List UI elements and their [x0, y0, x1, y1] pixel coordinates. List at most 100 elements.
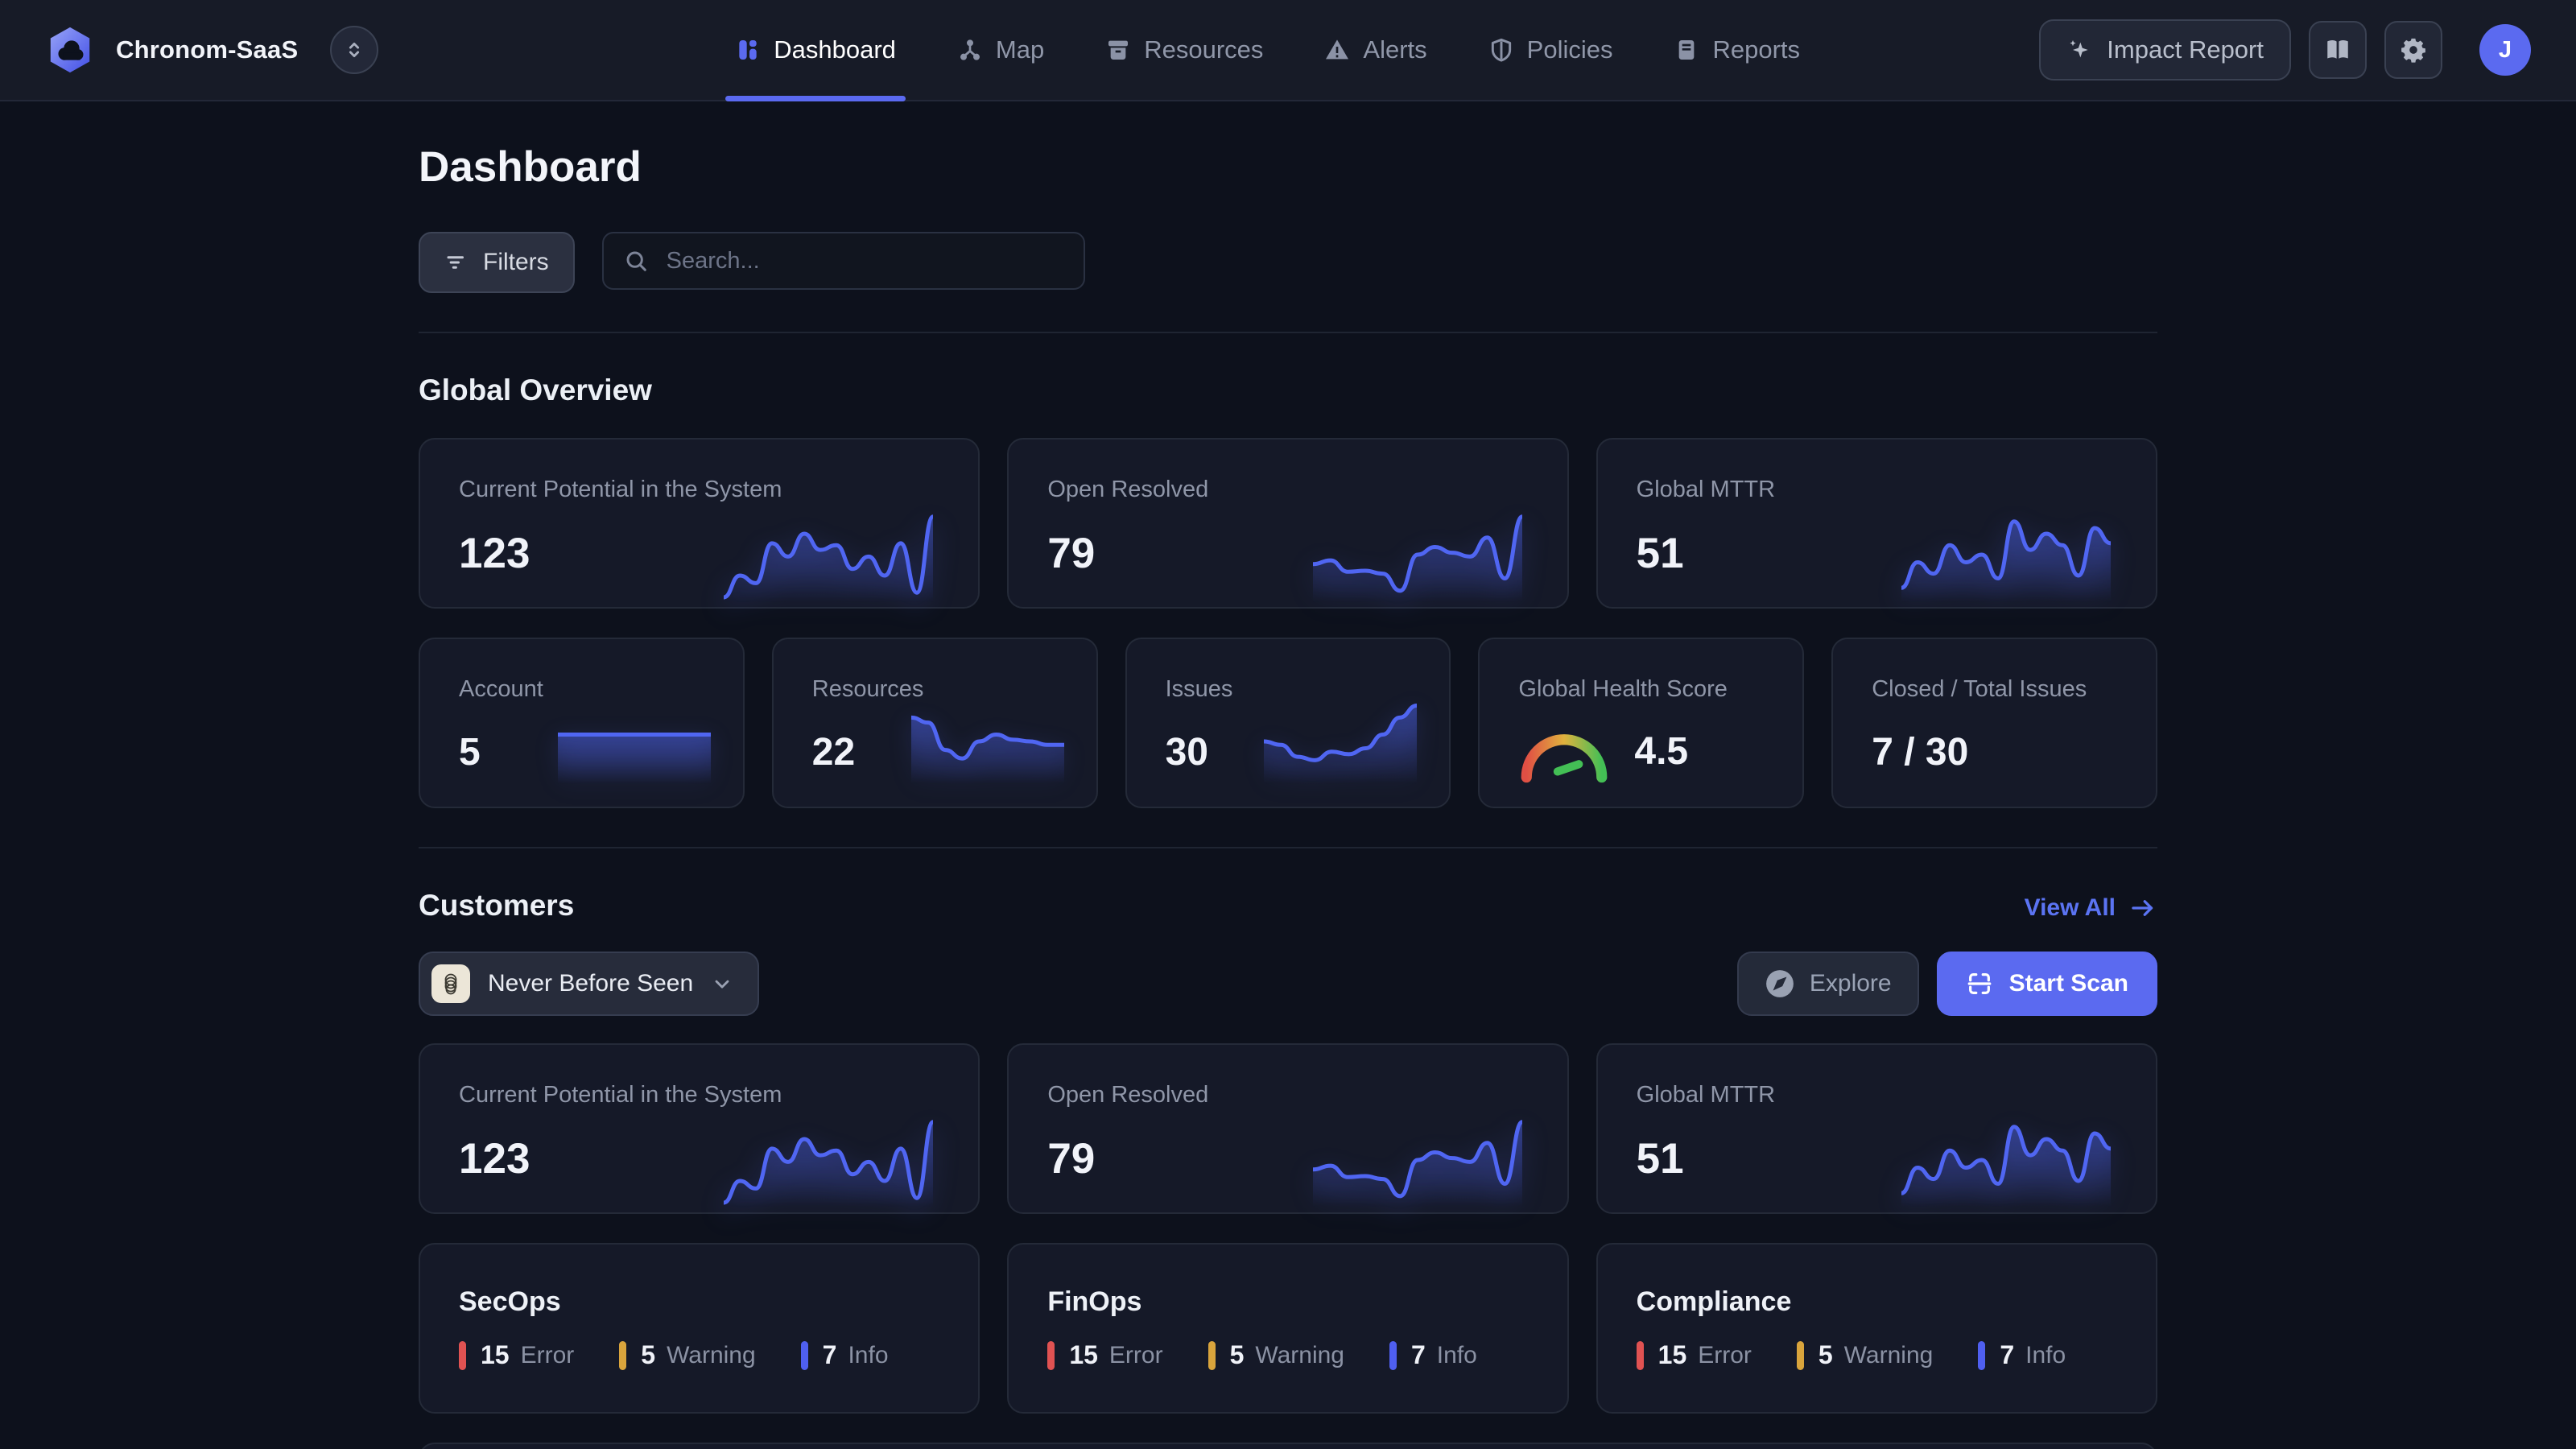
severity-count: 7 [2000, 1340, 2015, 1369]
explore-button[interactable]: Explore [1736, 952, 1919, 1016]
section-title-global-overview: Global Overview [419, 374, 652, 407]
severity-bar [1208, 1340, 1216, 1370]
card-value: 79 [1047, 1135, 1096, 1183]
stat-card-closed-total-issues[interactable]: Closed / Total Issues 7 / 30 [1831, 638, 2157, 808]
chevron-down-icon [715, 980, 729, 989]
metric-card-global-mttr[interactable]: Global MTTR 51 [1596, 438, 2157, 609]
service-card-compliance[interactable]: Compliance 15 Error 5 Warning 7 [1596, 1243, 2157, 1414]
filters-button[interactable]: Filters [419, 232, 575, 293]
customer-logo-icon [431, 964, 470, 1003]
stat-card-issues[interactable]: Issues 30 [1125, 638, 1451, 808]
workspace-switcher-button[interactable] [330, 26, 379, 74]
severity-count: 5 [1229, 1340, 1245, 1369]
explore-label: Explore [1809, 970, 1892, 997]
report-document-icon [1674, 37, 1699, 63]
card-value: 30 [1165, 731, 1208, 774]
stat-card-global-health-score[interactable]: Global Health Score 4.5 [1478, 638, 1805, 808]
nav-label: Alerts [1363, 35, 1427, 64]
scan-icon [1966, 970, 1993, 997]
card-value: 51 [1636, 1135, 1684, 1183]
service-card-finops[interactable]: FinOps 15 Error 5 Warning 7 [1007, 1243, 1569, 1414]
severity-info: 7 Info [800, 1340, 889, 1370]
severity-bar [459, 1340, 466, 1370]
map-icon [957, 37, 983, 63]
open-book-icon [2324, 36, 2351, 64]
nav-tab-dashboard[interactable]: Dashboard [725, 0, 906, 101]
nav-tab-map[interactable]: Map [952, 0, 1049, 100]
overview-stat-grid: Account 5 Resources 22 Issues 30 Global … [419, 638, 2157, 808]
nav-tab-reports[interactable]: Reports [1669, 0, 1805, 100]
severity-bar [619, 1340, 627, 1370]
impact-report-label: Impact Report [2107, 35, 2264, 64]
nav-tab-alerts[interactable]: Alerts [1319, 0, 1431, 100]
card-label: Current Potential in the System [459, 477, 782, 502]
severity-label: Warning [667, 1341, 756, 1368]
stat-card-account[interactable]: Account 5 [419, 638, 745, 808]
card-label: Closed / Total Issues [1872, 676, 2087, 702]
nav-tab-resources[interactable]: Resources [1100, 0, 1268, 100]
start-scan-button[interactable]: Start Scan [1936, 952, 2157, 1016]
sparkline-chart [724, 507, 934, 602]
card-label: Open Resolved [1047, 477, 1209, 502]
health-score-gauge: 4.5 [1515, 718, 1688, 784]
filters-label: Filters [483, 249, 549, 275]
dashboard-icon [735, 37, 761, 63]
card-value: 5 [459, 731, 481, 774]
card-value: 4.5 [1634, 729, 1689, 773]
impact-report-button[interactable]: Impact Report [2039, 19, 2291, 80]
severity-label: Warning [1255, 1341, 1344, 1368]
card-label: Current Potential in the System [459, 1082, 782, 1108]
card-label: Issues [1165, 676, 1233, 702]
card-value: 51 [1636, 530, 1684, 577]
sparkline-chart [1901, 1113, 2111, 1208]
severity-row: 15 Error 5 Warning 7 Info [1047, 1340, 1477, 1370]
card-value: 123 [459, 1135, 530, 1183]
severity-count: 5 [641, 1340, 656, 1369]
metric-card-open-resolved[interactable]: Open Resolved 79 [1007, 1043, 1569, 1214]
severity-error: 15 Error [1636, 1340, 1752, 1370]
service-cards-grid: SecOps 15 Error 5 Warning 7 [419, 1243, 2157, 1414]
brand-name: Chronom-SaaS [116, 35, 299, 64]
severity-error: 15 Error [1047, 1340, 1163, 1370]
nav-tab-policies[interactable]: Policies [1484, 0, 1618, 100]
customer-filter-dropdown[interactable]: Never Before Seen [419, 952, 760, 1016]
metric-card-global-mttr[interactable]: Global MTTR 51 [1596, 1043, 2157, 1214]
metric-card-open-resolved[interactable]: Open Resolved 79 [1007, 438, 1569, 609]
severity-row: 15 Error 5 Warning 7 Info [459, 1340, 889, 1370]
metric-card-current-potential[interactable]: Current Potential in the System 123 [419, 1043, 980, 1214]
customers-action-buttons: Explore Start Scan [1736, 952, 2157, 1016]
docs-button[interactable] [2309, 21, 2367, 79]
severity-label: Info [2025, 1341, 2066, 1368]
severity-bar [1796, 1340, 1804, 1370]
severity-label: Info [1436, 1341, 1477, 1368]
arrow-right-icon [2132, 900, 2153, 916]
page-title: Dashboard [419, 143, 642, 191]
severity-count: 7 [1411, 1340, 1426, 1369]
settings-button[interactable] [2384, 21, 2442, 79]
user-avatar[interactable]: J [2479, 24, 2531, 76]
stat-card-resources[interactable]: Resources 22 [771, 638, 1098, 808]
severity-info: 7 Info [1389, 1340, 1477, 1370]
severity-warning: 5 Warning [619, 1340, 756, 1370]
card-value: 123 [459, 530, 530, 577]
view-all-link[interactable]: View All [2025, 894, 2157, 923]
card-label: Open Resolved [1047, 1082, 1209, 1108]
service-card-secops[interactable]: SecOps 15 Error 5 Warning 7 [419, 1243, 980, 1414]
severity-count: 15 [1657, 1340, 1687, 1369]
severity-warning: 5 Warning [1208, 1340, 1344, 1370]
up-down-chevron-icon [349, 43, 360, 57]
service-card-title: Compliance [1636, 1286, 1792, 1317]
search-input[interactable] [664, 246, 1064, 275]
nav-label: Reports [1712, 35, 1801, 64]
card-value: 79 [1047, 530, 1096, 577]
sparkline-chart [1264, 699, 1418, 784]
severity-bar [800, 1340, 808, 1370]
severity-warning: 5 Warning [1796, 1340, 1933, 1370]
sparkline-chart [910, 699, 1064, 784]
header-actions: Impact Report J [2039, 19, 2531, 80]
metric-card-current-potential[interactable]: Current Potential in the System 123 [419, 438, 980, 609]
view-all-label: View All [2024, 894, 2116, 921]
sparkline-chart [1312, 1113, 1522, 1208]
service-card-title: FinOps [1047, 1286, 1142, 1317]
next-section-card-partial [419, 1443, 2157, 1449]
